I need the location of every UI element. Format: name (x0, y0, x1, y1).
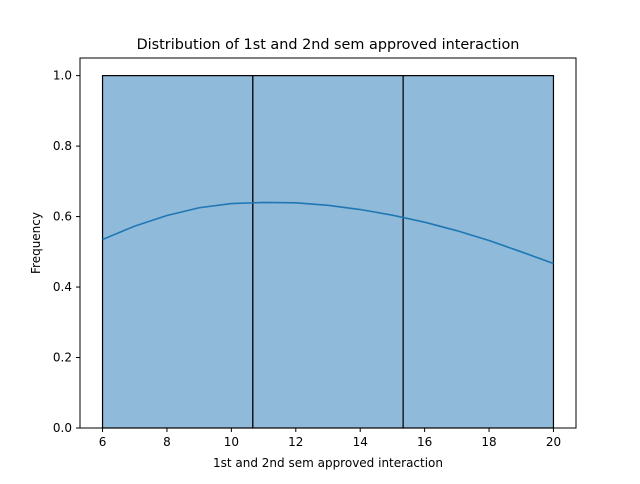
histogram-bar-2 (252, 75, 404, 429)
x-tick-label: 16 (417, 435, 432, 449)
y-tick-label: 0.8 (53, 139, 72, 153)
x-tick-label: 14 (353, 435, 368, 449)
y-tick-label: 0.0 (53, 421, 72, 435)
histogram-bar-1 (101, 75, 254, 429)
x-tick-label: 18 (481, 435, 496, 449)
x-tick-label: 8 (163, 435, 171, 449)
x-tick-label: 12 (288, 435, 303, 449)
x-tick-label: 20 (546, 435, 561, 449)
bars-layer (101, 75, 555, 429)
plot-frame (79, 57, 577, 429)
chart-title: Distribution of 1st and 2nd sem approved… (137, 37, 520, 53)
y-tick-label: 0.2 (53, 351, 72, 365)
x-tick-label: 10 (224, 435, 239, 449)
x-axis-ticks: 6 8 10 12 14 16 18 20 (99, 428, 561, 449)
kde-curve-line (102, 201, 554, 265)
histogram-bar-3 (402, 75, 555, 429)
y-tick-label: 0.4 (53, 280, 72, 294)
y-axis-ticks: 0.0 0.2 0.4 0.6 0.8 1.0 (53, 69, 80, 435)
y-axis-label: Frequency (29, 212, 43, 274)
x-axis-label: 1st and 2nd sem approved interaction (213, 456, 443, 470)
y-tick-label: 1.0 (53, 69, 72, 83)
kde-layer (102, 201, 554, 265)
y-tick-label: 0.6 (53, 210, 72, 224)
x-tick-label: 6 (99, 435, 107, 449)
